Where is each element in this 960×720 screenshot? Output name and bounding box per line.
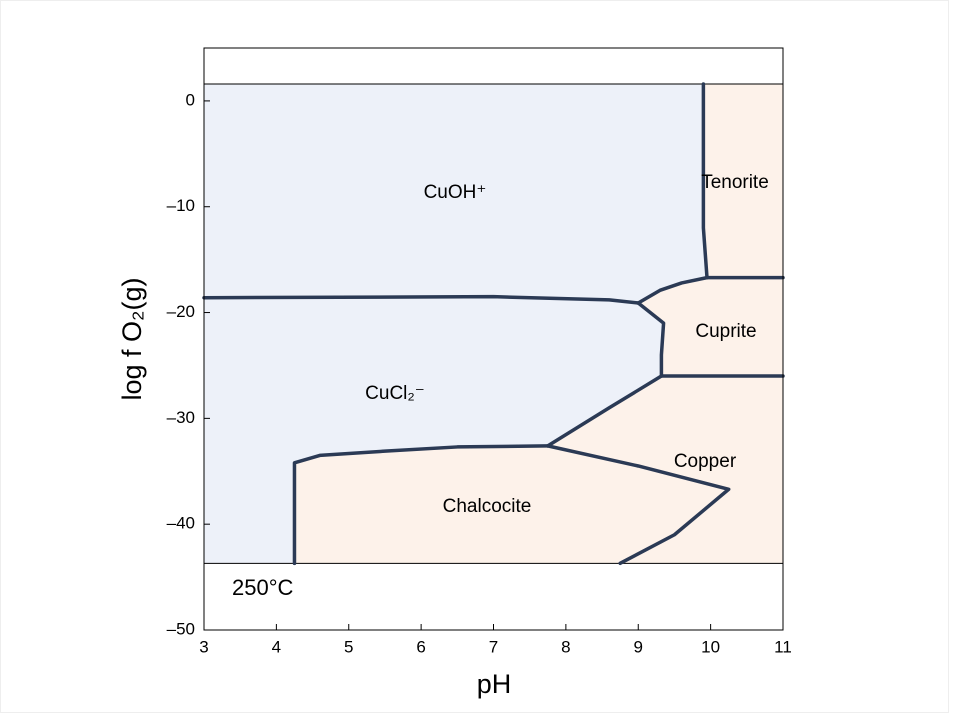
x-tick-label: 3 (199, 637, 208, 656)
y-tick-label: –30 (167, 408, 195, 427)
field-label: Copper (674, 451, 737, 472)
x-axis-label: pH (477, 669, 512, 699)
boundary-line (636, 301, 666, 378)
field-label: Cuprite (695, 321, 756, 342)
mineral-area (294, 83, 783, 564)
boundary-line (636, 275, 709, 305)
boundary-line (202, 294, 640, 305)
field-label: Tenorite (701, 172, 769, 193)
y-tick-label: –50 (167, 619, 195, 638)
boundary-line (292, 444, 550, 566)
x-tick-label: 8 (561, 637, 570, 656)
field-label: CuOH⁺ (424, 182, 487, 203)
x-tick-label: 9 (634, 637, 643, 656)
x-tick-label: 4 (272, 637, 281, 656)
x-tick-label: 6 (416, 637, 425, 656)
boundary-line (546, 374, 664, 448)
x-tick-label: 7 (489, 637, 498, 656)
field-label: Chalcocite (443, 496, 532, 517)
x-tick-label: 10 (701, 637, 720, 656)
page-border (0, 0, 949, 713)
boundary-line (546, 444, 731, 566)
y-tick-label: –40 (167, 514, 195, 533)
x-tick-label: 11 (774, 637, 792, 656)
y-tick-label: 0 (186, 90, 195, 109)
y-tick-label: –10 (167, 196, 195, 215)
y-axis-label: log f O₂(g) (117, 277, 147, 400)
x-tick-label: 5 (344, 637, 353, 656)
field-label: CuCl₂⁻ (365, 383, 425, 404)
temperature-label: 250°C (232, 575, 294, 600)
y-tick-label: –20 (167, 302, 195, 321)
boundary-line (701, 82, 709, 280)
